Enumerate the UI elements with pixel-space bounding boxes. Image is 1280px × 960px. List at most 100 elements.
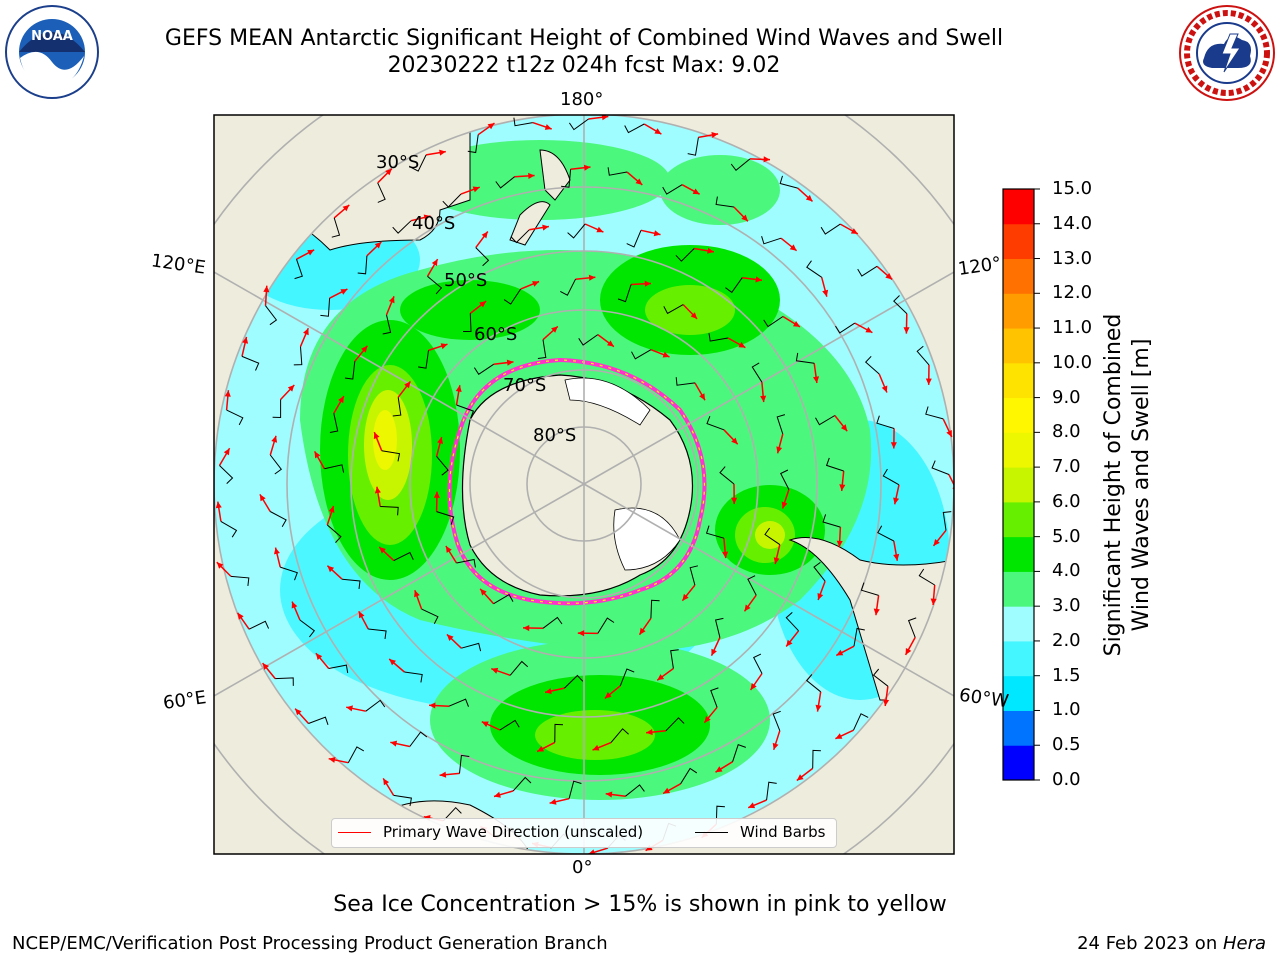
wave-direction-arrowhead — [423, 214, 431, 221]
wave-direction-arrowhead — [216, 562, 224, 569]
wave-direction-arrowhead — [772, 742, 779, 750]
wave-direction-arrowhead — [817, 593, 824, 600]
wave-direction-arrowhead — [644, 280, 651, 287]
wind-barb — [513, 117, 533, 127]
wave-direction-arrowhead — [893, 497, 900, 505]
wave-direction-arrowhead — [385, 168, 392, 176]
wave-direction-arrowhead — [303, 328, 309, 336]
wind-barb — [680, 767, 698, 785]
wind-barb — [730, 158, 751, 172]
legend-barb-line — [695, 832, 728, 833]
colorbar-segment — [1003, 606, 1034, 642]
wind-barb — [393, 551, 414, 562]
wind-barb — [761, 236, 782, 245]
colorbar-segment — [1003, 293, 1034, 329]
wind-barb — [708, 333, 728, 342]
wind-barb — [436, 456, 449, 476]
wind-barb — [368, 628, 387, 639]
wind-barb — [766, 781, 777, 801]
wave-direction-arrowhead — [358, 611, 365, 619]
wind-barb — [568, 118, 589, 131]
wind-barb — [815, 415, 836, 426]
wave-direction-arrowhead — [263, 285, 270, 293]
wind-barb — [365, 699, 386, 712]
wave-direction-arrowhead — [445, 546, 452, 553]
wave-direction-arrowhead — [744, 604, 751, 612]
colorbar-tick-label: 3.0 — [1052, 595, 1081, 617]
wind-barb — [418, 350, 429, 369]
wind-barb — [380, 506, 399, 516]
wind-barb — [357, 255, 368, 275]
wave-direction-arrowhead — [271, 435, 278, 443]
wave-direction-arrowhead — [528, 172, 535, 179]
wind-barb — [269, 454, 283, 475]
wind-barb — [687, 137, 699, 156]
wave-direction-arrowhead — [890, 442, 897, 449]
wind-barb — [272, 399, 282, 419]
wind-barb — [328, 664, 349, 674]
wind-barb — [495, 176, 515, 189]
wind-barb — [732, 744, 746, 762]
graticule — [214, 115, 954, 854]
wave-direction-arrowhead — [549, 798, 557, 805]
wind-barb — [876, 415, 895, 429]
wind-barb — [795, 352, 815, 364]
wind-barb — [812, 749, 821, 769]
wave-direction-arrowhead — [338, 396, 344, 404]
wind-barb — [872, 668, 889, 687]
wave-direction-arrowhead — [903, 327, 910, 334]
wave-direction-arrowhead — [242, 336, 249, 344]
wind-barb — [931, 460, 950, 475]
chart-title: GEFS MEAN Antarctic Significant Height o… — [164, 26, 1004, 51]
wave-direction-arrowhead — [274, 547, 280, 555]
wind-barb — [293, 346, 303, 366]
wave-direction-arrowhead — [930, 598, 937, 605]
wave-direction-arrowhead — [741, 214, 748, 222]
wave-direction-arrowhead — [711, 132, 719, 138]
wind-barb — [825, 457, 844, 472]
wind-barb — [625, 784, 645, 797]
wave-direction-arrowhead — [223, 448, 230, 456]
wind-barb — [329, 413, 339, 433]
wave-direction-arrowhead — [885, 273, 893, 280]
colorbar-segment — [1003, 710, 1034, 746]
legend-primary-label: Primary Wave Direction (unscaled) — [383, 823, 644, 841]
wave-direction-arrowhead — [925, 378, 932, 385]
wave-direction-arrowhead — [480, 588, 487, 596]
noaa-logo-icon: NOAA — [4, 4, 100, 104]
wind-barb — [393, 794, 412, 807]
chart-subtitle: 20230222 t12z 024h fcst Max: 9.02 — [387, 53, 781, 78]
wind-barb — [409, 731, 428, 747]
colorbar-tick-label: 10.0 — [1052, 351, 1093, 373]
wind-barb — [537, 339, 547, 359]
wave-direction-arrowhead — [704, 716, 711, 723]
colorbar-tick-label: 9.0 — [1052, 386, 1081, 408]
latitude-label-70s: 70°S — [503, 375, 547, 396]
footer-branch: NCEP/EMC/Verification Post Processing Pr… — [12, 933, 608, 954]
wind-barb — [578, 334, 599, 346]
wave-direction-arrowhead — [307, 249, 315, 256]
wind-barb — [320, 298, 331, 317]
sea-ice-note: Sea Ice Concentration > 15% is shown in … — [333, 892, 947, 917]
wave-direction-arrowhead — [577, 630, 585, 637]
legend-barb-label: Wind Barbs — [740, 823, 826, 841]
wind-barb — [665, 717, 685, 732]
wave-direction-arrowhead — [738, 341, 746, 348]
wave-direction-arrowhead — [793, 321, 800, 327]
wind-barb — [853, 713, 869, 731]
colorbar-tick-label: 6.0 — [1052, 490, 1081, 512]
wave-direction-arrowhead — [542, 224, 549, 231]
wave-direction-arrowhead — [731, 437, 738, 445]
wind-barb — [776, 414, 786, 435]
wave-direction-arrowhead — [224, 390, 231, 397]
wave-direction-arrowhead — [707, 247, 714, 254]
wave-direction-arrowhead — [781, 501, 788, 509]
wave-direction-arrows — [215, 115, 954, 854]
wind-barb — [715, 196, 734, 208]
wave-direction-arrowhead — [262, 663, 269, 670]
wind-barb — [561, 169, 572, 188]
wind-barb — [747, 575, 757, 596]
wave-direction-arrowhead — [731, 497, 738, 504]
latitude-label-40s: 40°S — [412, 213, 456, 234]
